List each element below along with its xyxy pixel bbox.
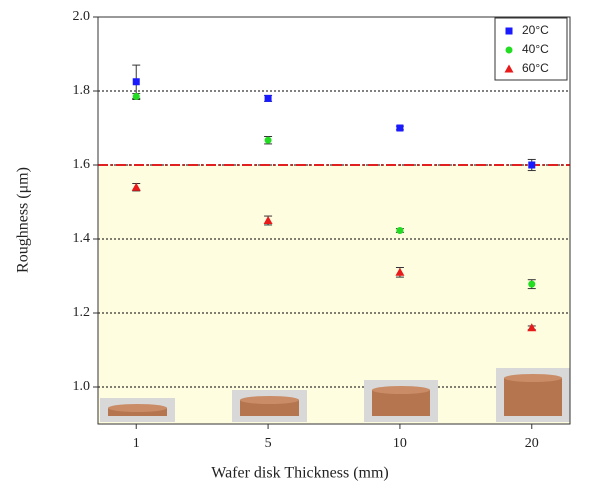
point	[132, 78, 140, 86]
y-tick-label: 1.0	[73, 379, 91, 394]
point	[505, 46, 513, 54]
shaded-region	[98, 165, 570, 424]
y-tick-label: 1.2	[73, 305, 91, 320]
point	[396, 226, 404, 234]
point	[264, 94, 272, 102]
x-tick-label: 20	[525, 436, 539, 451]
plot-frame	[97, 16, 571, 425]
legend-label: 40°C	[522, 42, 549, 56]
point	[395, 267, 405, 276]
x-axis-label: Wafer disk Thickness (mm)	[211, 465, 388, 482]
x-tick-label: 10	[393, 436, 407, 451]
point	[131, 182, 141, 191]
y-tick-label: 2.0	[73, 9, 91, 24]
point	[528, 280, 536, 288]
point	[264, 136, 272, 144]
x-tick-label: 1	[133, 436, 140, 451]
y-tick-label: 1.6	[73, 157, 91, 172]
x-tick-label: 5	[265, 436, 272, 451]
y-tick-label: 1.4	[73, 231, 91, 246]
point	[263, 216, 273, 224]
disk-side	[504, 378, 562, 416]
point	[132, 93, 140, 101]
point	[527, 323, 537, 332]
disk-side	[240, 400, 299, 416]
point	[528, 161, 536, 169]
y-axis-label: Roughness (μm)	[15, 167, 32, 273]
disk-top	[240, 396, 299, 404]
point	[504, 64, 514, 73]
legend-label: 60°C	[522, 61, 549, 75]
point	[396, 124, 404, 132]
disk-top	[108, 404, 167, 412]
disk-top	[372, 386, 430, 394]
legend-label: 20°C	[522, 23, 549, 37]
disk-top	[504, 374, 562, 382]
point	[505, 27, 513, 35]
y-tick-label: 1.8	[73, 83, 91, 98]
disk-side	[372, 390, 430, 416]
legend: 20°C 40°C 60°C	[494, 17, 568, 81]
